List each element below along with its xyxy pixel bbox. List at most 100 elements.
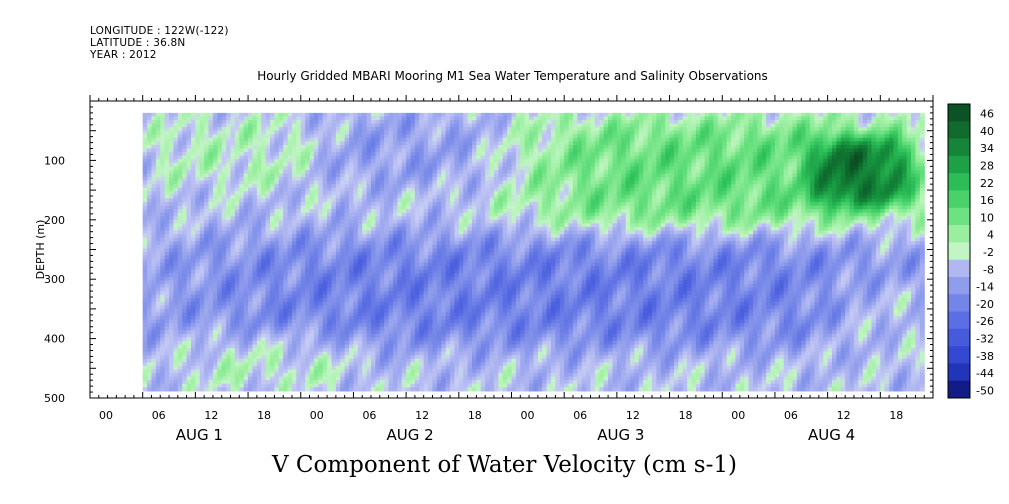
heatmap-cell — [362, 162, 368, 167]
heatmap-cell — [331, 180, 337, 185]
heatmap-cell — [322, 144, 328, 150]
heatmap-cell — [169, 319, 175, 324]
heatmap-cell — [318, 112, 324, 118]
heatmap-cell — [164, 269, 170, 274]
heatmap-cell — [142, 144, 148, 150]
heatmap-cell — [256, 152, 262, 157]
heatmap-cell — [195, 358, 201, 363]
heatmap-cell — [397, 112, 403, 118]
heatmap-cell — [313, 198, 319, 203]
heatmap-cell — [147, 134, 153, 139]
heatmap-cell — [208, 116, 214, 121]
heatmap-cell — [278, 348, 284, 353]
heatmap-cell — [182, 169, 188, 175]
heatmap-cell — [243, 273, 249, 278]
heatmap-cell — [283, 209, 289, 214]
heatmap-cell — [212, 169, 218, 175]
heatmap-cell — [406, 269, 412, 274]
heatmap-cell — [287, 287, 293, 292]
heatmap-cell — [392, 159, 398, 164]
heatmap-cell — [291, 337, 297, 342]
heatmap-cell — [397, 241, 403, 246]
heatmap-cell — [287, 348, 293, 353]
heatmap-cell — [169, 162, 175, 167]
heatmap-cell — [309, 130, 315, 135]
heatmap-cell — [173, 116, 179, 121]
heatmap-cell — [160, 280, 166, 285]
heatmap-cell — [384, 351, 390, 356]
heatmap-cell — [151, 291, 157, 296]
heatmap-cell — [406, 137, 412, 142]
heatmap-cell — [392, 112, 398, 118]
heatmap-cell — [335, 127, 341, 132]
heatmap-cell — [406, 230, 412, 235]
heatmap-cell — [190, 130, 196, 135]
heatmap-cell — [265, 387, 271, 392]
heatmap-cell — [291, 184, 297, 189]
heatmap-cell — [221, 291, 227, 296]
heatmap-cell — [305, 305, 311, 310]
heatmap-cell — [182, 152, 188, 157]
heatmap-cell — [142, 166, 148, 171]
heatmap-cell — [212, 280, 218, 285]
heatmap-cell — [248, 287, 254, 292]
heatmap-cell — [283, 223, 289, 228]
heatmap-cell — [173, 148, 179, 153]
heatmap-cell — [190, 155, 196, 160]
heatmap-cell — [357, 365, 363, 371]
heatmap-cell — [414, 323, 420, 328]
heatmap-cell — [291, 134, 297, 139]
heatmap-cell — [195, 298, 201, 303]
heatmap-cell — [384, 387, 390, 392]
heatmap-cell — [349, 127, 355, 132]
heatmap-cell — [195, 255, 201, 260]
heatmap-cell — [243, 333, 249, 339]
heatmap-cell — [313, 130, 319, 135]
heatmap-cell — [270, 319, 276, 324]
heatmap-cell — [186, 387, 192, 392]
heatmap-cell — [296, 162, 302, 167]
heatmap-cell — [375, 123, 381, 128]
heatmap-cell — [397, 312, 403, 317]
heatmap-cell — [160, 194, 166, 200]
heatmap-cell — [353, 209, 359, 214]
heatmap-cell — [296, 301, 302, 306]
heatmap-cell — [151, 230, 157, 235]
heatmap-cell — [226, 287, 232, 292]
heatmap-cell — [265, 166, 271, 171]
heatmap-cell — [270, 137, 276, 142]
heatmap-cell — [274, 351, 280, 356]
heatmap-cell — [164, 298, 170, 303]
heatmap-cell — [322, 127, 328, 132]
heatmap-cell — [327, 380, 333, 385]
heatmap-cell — [270, 337, 276, 342]
heatmap-cell — [371, 326, 376, 331]
heatmap-cell — [388, 351, 394, 356]
heatmap-cell — [300, 301, 306, 306]
heatmap-cell — [147, 180, 153, 185]
heatmap-cell — [384, 276, 390, 281]
heatmap-cell — [300, 355, 306, 360]
heatmap-cell — [388, 194, 394, 200]
heatmap-cell — [142, 116, 148, 121]
heatmap-cell — [204, 255, 210, 260]
heatmap-cell — [217, 212, 223, 217]
heatmap-cell — [261, 173, 267, 178]
heatmap-cell — [160, 269, 166, 274]
heatmap-cell — [182, 180, 188, 185]
heatmap-cell — [419, 337, 425, 342]
heatmap-cell — [313, 355, 319, 360]
heatmap-cell — [142, 194, 148, 200]
heatmap-cell — [155, 219, 161, 224]
heatmap-cell — [177, 301, 183, 306]
heatmap-cell — [331, 287, 337, 292]
heatmap-cell — [401, 251, 407, 257]
heatmap-cell — [173, 255, 179, 260]
heatmap-cell — [327, 305, 333, 310]
heatmap-cell — [182, 219, 188, 224]
heatmap-cell — [331, 205, 337, 210]
heatmap-cell — [270, 223, 276, 228]
heatmap-cell — [309, 155, 315, 160]
heatmap-cell — [234, 152, 240, 157]
heatmap-cell — [204, 191, 210, 196]
